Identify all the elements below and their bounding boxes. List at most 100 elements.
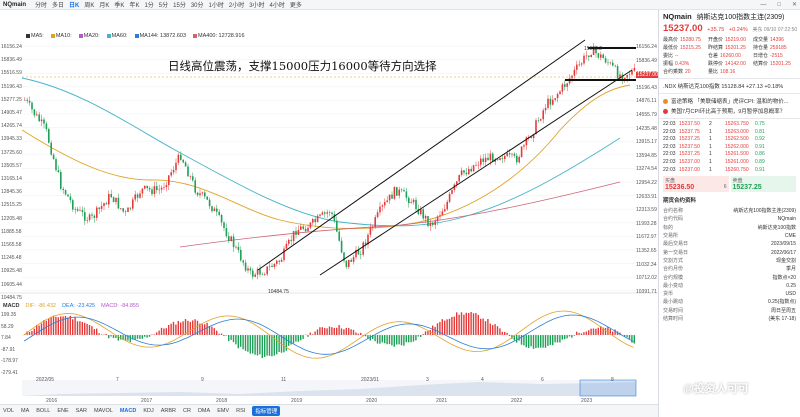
indicator-tab[interactable]: MA (21, 408, 30, 414)
toolbar-symbol[interactable]: NQmain (3, 1, 27, 8)
stat-key: 持仓量 (753, 45, 769, 51)
year-tick-label: 2018 (216, 398, 228, 404)
macd-bar (103, 334, 105, 335)
indicator-tab[interactable]: MACD (119, 408, 137, 414)
candle-body (57, 170, 60, 172)
indicator-tab[interactable]: VOL (3, 408, 15, 414)
candle-body (79, 210, 81, 211)
macd-bar (549, 335, 551, 345)
period-tab[interactable]: 多日 (52, 3, 65, 9)
candle-body (218, 211, 220, 215)
info-value: USD (785, 291, 796, 298)
indicator-tab[interactable]: EMV (217, 408, 230, 414)
candle-body (50, 142, 52, 155)
related-index[interactable]: .NDX 纳斯达克100指数 15128.84 +27.13 +0.18% (663, 84, 784, 90)
quote-panel: NQmain 纳斯达克100指数主连(2309) 15237.00 +35.75… (658, 10, 800, 417)
minimize-icon[interactable]: — (760, 1, 767, 8)
indicator-tab[interactable]: RSI (236, 408, 246, 414)
candle-body (631, 70, 633, 75)
period-tab[interactable]: 季K (114, 3, 125, 9)
candle-body (115, 197, 117, 203)
channel-lower-line (319, 69, 633, 276)
period-tab[interactable]: 3小时 (249, 3, 265, 9)
indicator-tab[interactable]: ENE (57, 408, 69, 414)
candle-body (100, 206, 103, 209)
indicator-tab[interactable]: 指标管理 (252, 406, 281, 416)
indicator-tab[interactable]: CR (183, 408, 191, 414)
bid-box[interactable]: 买盘 15236.50 6 (663, 176, 729, 193)
candle-body (417, 209, 420, 215)
macd-bar (602, 327, 604, 335)
candle-body (170, 172, 172, 176)
period-tab[interactable]: 月K (99, 3, 110, 9)
close-icon[interactable]: ✕ (791, 2, 797, 8)
macd-bar (388, 335, 391, 345)
macd-bar (496, 326, 499, 335)
macd-bar (360, 332, 362, 335)
macd-bar (547, 335, 549, 346)
macd-bar (501, 331, 503, 335)
period-tab[interactable]: 周K (84, 3, 95, 9)
candle-body (129, 207, 132, 209)
period-tab[interactable]: 5分 (158, 3, 169, 9)
period-tab[interactable]: 4小时 (269, 3, 285, 9)
macd-bar (124, 335, 127, 341)
macd-bar (175, 324, 177, 335)
period-tab[interactable]: 2小时 (228, 3, 245, 9)
ask-box[interactable]: 卖盘 15237.25 (730, 176, 796, 193)
candle-body (213, 208, 216, 212)
macd-bar (160, 327, 163, 335)
candle-body (168, 175, 170, 186)
stat-cell: 开盘价 15219.00 (708, 36, 751, 43)
macd-bar (472, 313, 475, 335)
price-tick-label: 11565.58 (1, 242, 22, 248)
macd-bar (192, 320, 194, 335)
info-row: 合约月份 季月 (663, 265, 796, 273)
tick-cell: 2 (709, 121, 712, 127)
period-tab[interactable]: 年K (129, 3, 140, 9)
candle-body (384, 202, 386, 206)
candle-body (302, 226, 304, 229)
candle-body (484, 157, 487, 162)
quote-code: NQmain (663, 12, 692, 21)
macd-bar (338, 325, 340, 335)
candle-body (110, 194, 112, 198)
news-item[interactable]: 富途策略 「美联储缩表」虎评CPI: 温和的物价... (659, 96, 800, 106)
macd-bar (376, 335, 379, 344)
candle-body (24, 99, 26, 101)
indicator-tab[interactable]: ARBR (160, 408, 176, 414)
macd-dea-line (23, 314, 634, 355)
year-axis: 2016 2017 2018 2019 2020 2021 2022 2023 (26, 398, 636, 406)
indicator-tab[interactable]: DMA (197, 408, 211, 414)
maximize-icon[interactable]: □ (777, 1, 781, 8)
period-tab[interactable]: 1小时 (208, 3, 224, 9)
chart-area[interactable]: MA5: MA10: MA20: MA60: MA144: 13872.603 … (0, 10, 659, 406)
stat-value: -2515 (770, 53, 783, 59)
macd-bar (331, 327, 333, 335)
macd-bar (252, 335, 254, 354)
macd-bar (235, 335, 237, 345)
period-tab[interactable]: 分时 (35, 3, 48, 9)
candle-body (117, 197, 120, 209)
indicator-tab[interactable]: MAVOL (93, 408, 113, 414)
period-tab-more[interactable]: 更多 (289, 3, 302, 9)
macd-bar (444, 320, 446, 335)
period-tab[interactable]: 1分 (144, 3, 154, 9)
macd-bar (580, 333, 583, 335)
macd-bar (172, 321, 175, 335)
period-tab[interactable]: 15分 (173, 3, 186, 9)
kline-chart[interactable] (0, 10, 658, 404)
candle-body (352, 257, 355, 262)
macd-name[interactable]: MACD (3, 303, 20, 309)
candle-body (592, 47, 595, 56)
indicator-tab[interactable]: BOLL (36, 408, 51, 414)
period-tab[interactable]: 30分 (190, 3, 204, 9)
indicator-tab[interactable]: KDJ (143, 408, 154, 414)
candle-body (319, 214, 321, 216)
news-item[interactable]: 美国7月CPI环比高于预期，9月暂停加息概率？ (659, 106, 800, 116)
period-tab-active[interactable]: 日K (69, 3, 80, 9)
info-value: 2023/09/15 (770, 241, 796, 248)
news-icon (663, 98, 668, 104)
indicator-tab[interactable]: SAR (75, 408, 87, 414)
candle-body (549, 98, 552, 105)
